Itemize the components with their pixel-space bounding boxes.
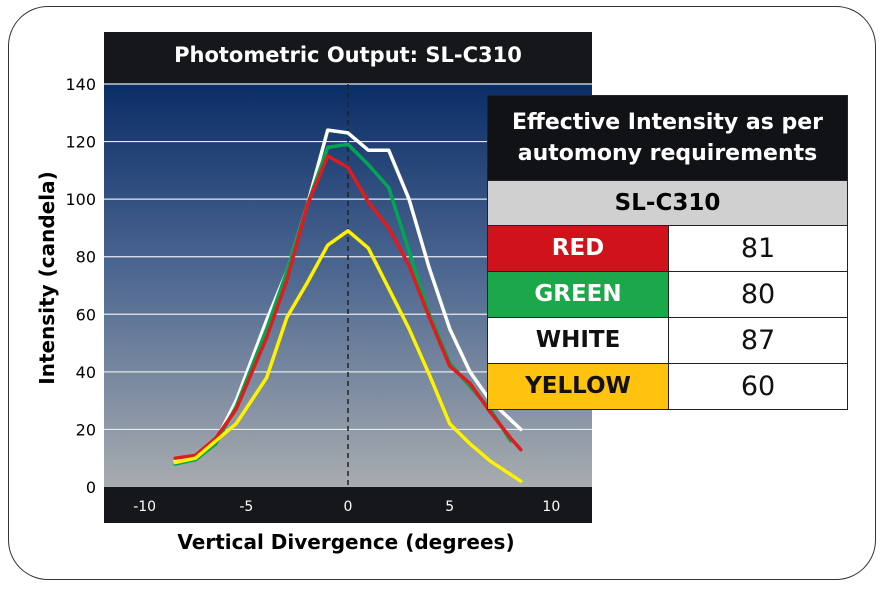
table-row: YELLOW 60	[488, 363, 847, 409]
y-tick-labels: 0 20 40 60 80 100 120 140	[65, 75, 96, 497]
chart-title: Photometric Output: SL-C310	[174, 43, 522, 67]
x-axis-label: Vertical Divergence (degrees)	[177, 530, 514, 554]
series-line-white	[173, 128, 523, 463]
y-tick-label: 120	[65, 133, 96, 152]
row-intensity-value: 80	[740, 279, 776, 310]
row-color-label: RED	[488, 226, 669, 271]
series-group	[173, 128, 523, 483]
x-tick-label: -10	[133, 499, 156, 515]
table-header-line2: automony requirements	[517, 141, 818, 166]
y-tick-label: 140	[65, 75, 96, 94]
row-color-label: YELLOW	[488, 364, 669, 409]
row-intensity-value: 60	[740, 371, 776, 402]
y-axis-label: Intensity (candela)	[35, 171, 59, 384]
x-tick-labels: -10 -5 0 5 10	[133, 499, 560, 515]
x-tick-label: -5	[239, 499, 253, 515]
series-line-red	[173, 154, 523, 460]
table-row: WHITE 87	[488, 317, 847, 363]
table-model-name: SL-C310	[488, 180, 847, 225]
row-color-label: GREEN	[488, 272, 669, 317]
y-tick-label: 40	[76, 363, 96, 382]
y-tick-label: 100	[65, 190, 96, 209]
y-tick-label: 60	[76, 305, 96, 324]
row-intensity-value: 87	[740, 325, 776, 356]
y-tick-label: 20	[76, 420, 96, 439]
row-intensity-value: 81	[740, 233, 776, 264]
table-header-line1: Effective Intensity as per	[511, 110, 823, 135]
effective-intensity-table: Effective Intensity as per automony requ…	[487, 95, 848, 410]
y-tick-label: 80	[76, 248, 96, 267]
table-header: Effective Intensity as per automony requ…	[488, 96, 847, 180]
x-tick-label: 0	[344, 499, 353, 515]
table-row: RED 81	[488, 225, 847, 271]
series-line-yellow	[173, 229, 523, 483]
y-tick-label: 0	[86, 478, 96, 497]
x-tick-label: 5	[445, 499, 454, 515]
table-row: GREEN 80	[488, 271, 847, 317]
row-color-label: WHITE	[488, 318, 669, 363]
x-tick-label: 10	[542, 499, 560, 515]
